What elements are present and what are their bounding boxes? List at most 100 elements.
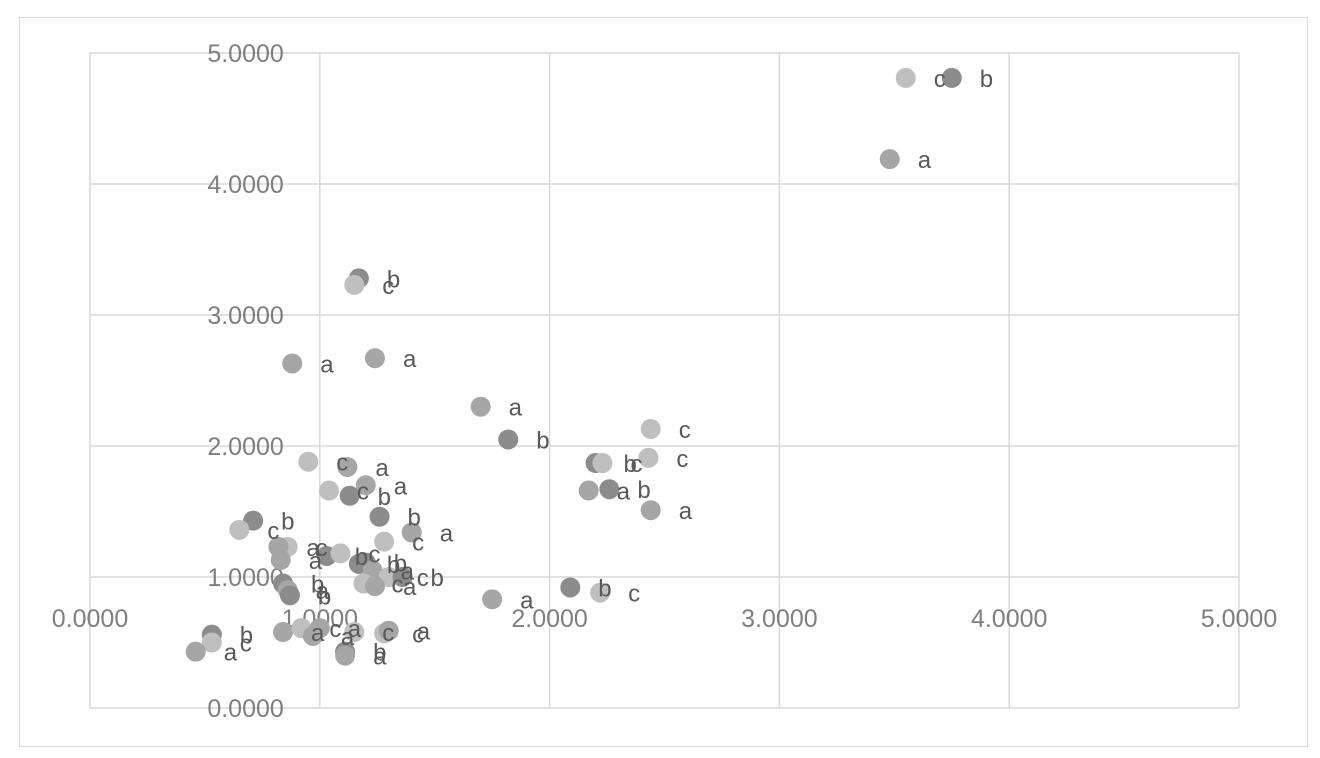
y-tick-label: 0.0000 [207,695,283,723]
x-tick-label: 3.0000 [741,605,817,633]
data-point-label: a [403,574,417,601]
data-point-label: a [311,620,325,647]
x-tick-label: 0.0000 [52,605,128,633]
data-point-label: c [630,451,642,478]
data-point-label: c [628,581,640,608]
data-points [185,67,962,666]
data-point [339,485,360,506]
data-point-label: c [240,631,252,658]
data-point-label: b [431,565,444,592]
data-point [344,274,365,295]
data-point-label: b [637,477,650,504]
data-point-label: c [336,450,348,477]
data-point [330,543,351,564]
data-point-label: a [918,147,932,174]
y-tick-label: 4.0000 [207,171,283,199]
data-point-label: a [373,644,387,671]
y-axis-tick-labels: 0.0000 1.0000 2.0000 3.0000 4.0000 5.0000 [207,40,283,723]
data-point-label: c [676,446,688,473]
x-tick-label: 2.0000 [511,605,587,633]
data-point-label: b [536,427,549,454]
data-point-label: b [394,551,407,578]
data-point [482,589,503,610]
data-point [229,519,250,540]
data-point-label: b [387,266,400,293]
data-point-label: c [382,620,394,647]
data-point [879,149,900,170]
data-point-label: a [341,624,355,651]
data-point-label: b [387,552,400,579]
x-tick-label: 4.0000 [971,605,1047,633]
data-point-label: b [373,640,386,667]
data-point [374,531,395,552]
data-point-label: c [357,479,369,506]
data-point [638,447,659,468]
chart-frame: 0.0000 1.0000 2.0000 3.0000 4.0000 5.0000 0.0… [19,17,1308,747]
data-point-label: c [679,417,691,444]
data-point-label: a [316,578,330,605]
data-point-label: a [320,351,334,378]
data-point [640,500,661,521]
data-point-label: b [311,572,324,599]
data-point-label: c [329,616,341,643]
data-point-label: a [440,520,454,547]
data-point-label: a [509,395,523,422]
data-point-label: a [417,619,431,646]
y-tick-label: 2.0000 [207,433,283,461]
data-point-label: a [403,346,417,373]
data-point [355,475,376,496]
data-point-label: b [281,509,294,536]
data-point-label: a [348,616,362,643]
data-point-label: a [679,498,693,525]
data-point-label: b [355,544,368,571]
horizontal-gridlines [90,52,1239,709]
data-point [599,479,620,500]
data-point-label: c [368,541,380,568]
data-point [273,622,294,643]
data-point-label: a [306,535,320,562]
data-point-label: a [394,473,408,500]
data-point [378,620,399,641]
data-point [309,618,330,639]
data-point-label: c [382,273,394,300]
data-point [470,396,491,417]
data-point [185,641,206,662]
data-point [941,67,962,88]
data-point-label: c [391,572,403,599]
data-point-label: c [412,530,424,557]
data-point [335,645,356,666]
data-point [201,632,222,653]
data-point-label: b [240,623,253,650]
scatter-chart: 0.0000 1.0000 2.0000 3.0000 4.0000 5.0000 0.0… [52,40,1277,723]
data-point-label: c [316,535,328,562]
data-point [282,353,303,374]
data-point [369,506,390,527]
vertical-gridlines [89,53,1240,708]
data-point [392,567,413,587]
data-point-label: c [412,621,424,648]
data-point-label: a [520,587,534,614]
data-point-label: a [617,479,631,506]
x-tick-label: 5.0000 [1201,605,1277,633]
data-point-label: b [598,575,611,602]
data-point-label: b [378,484,391,511]
data-point [592,453,613,474]
y-tick-label: 3.0000 [207,302,283,330]
data-point [279,585,300,606]
data-point [401,522,422,543]
data-point [364,348,385,369]
data-point-label: a [309,548,323,575]
data-point-label: b [408,505,421,532]
data-point-label: b [624,451,637,478]
data-point-label: b [318,583,331,610]
data-point-label: b [980,66,993,93]
data-point [270,549,291,570]
data-point-label: c [267,518,279,545]
data-point-label: c [934,66,946,93]
data-point [337,456,358,477]
data-point-label: c [417,565,429,592]
data-point [640,418,661,439]
data-point [578,480,599,501]
